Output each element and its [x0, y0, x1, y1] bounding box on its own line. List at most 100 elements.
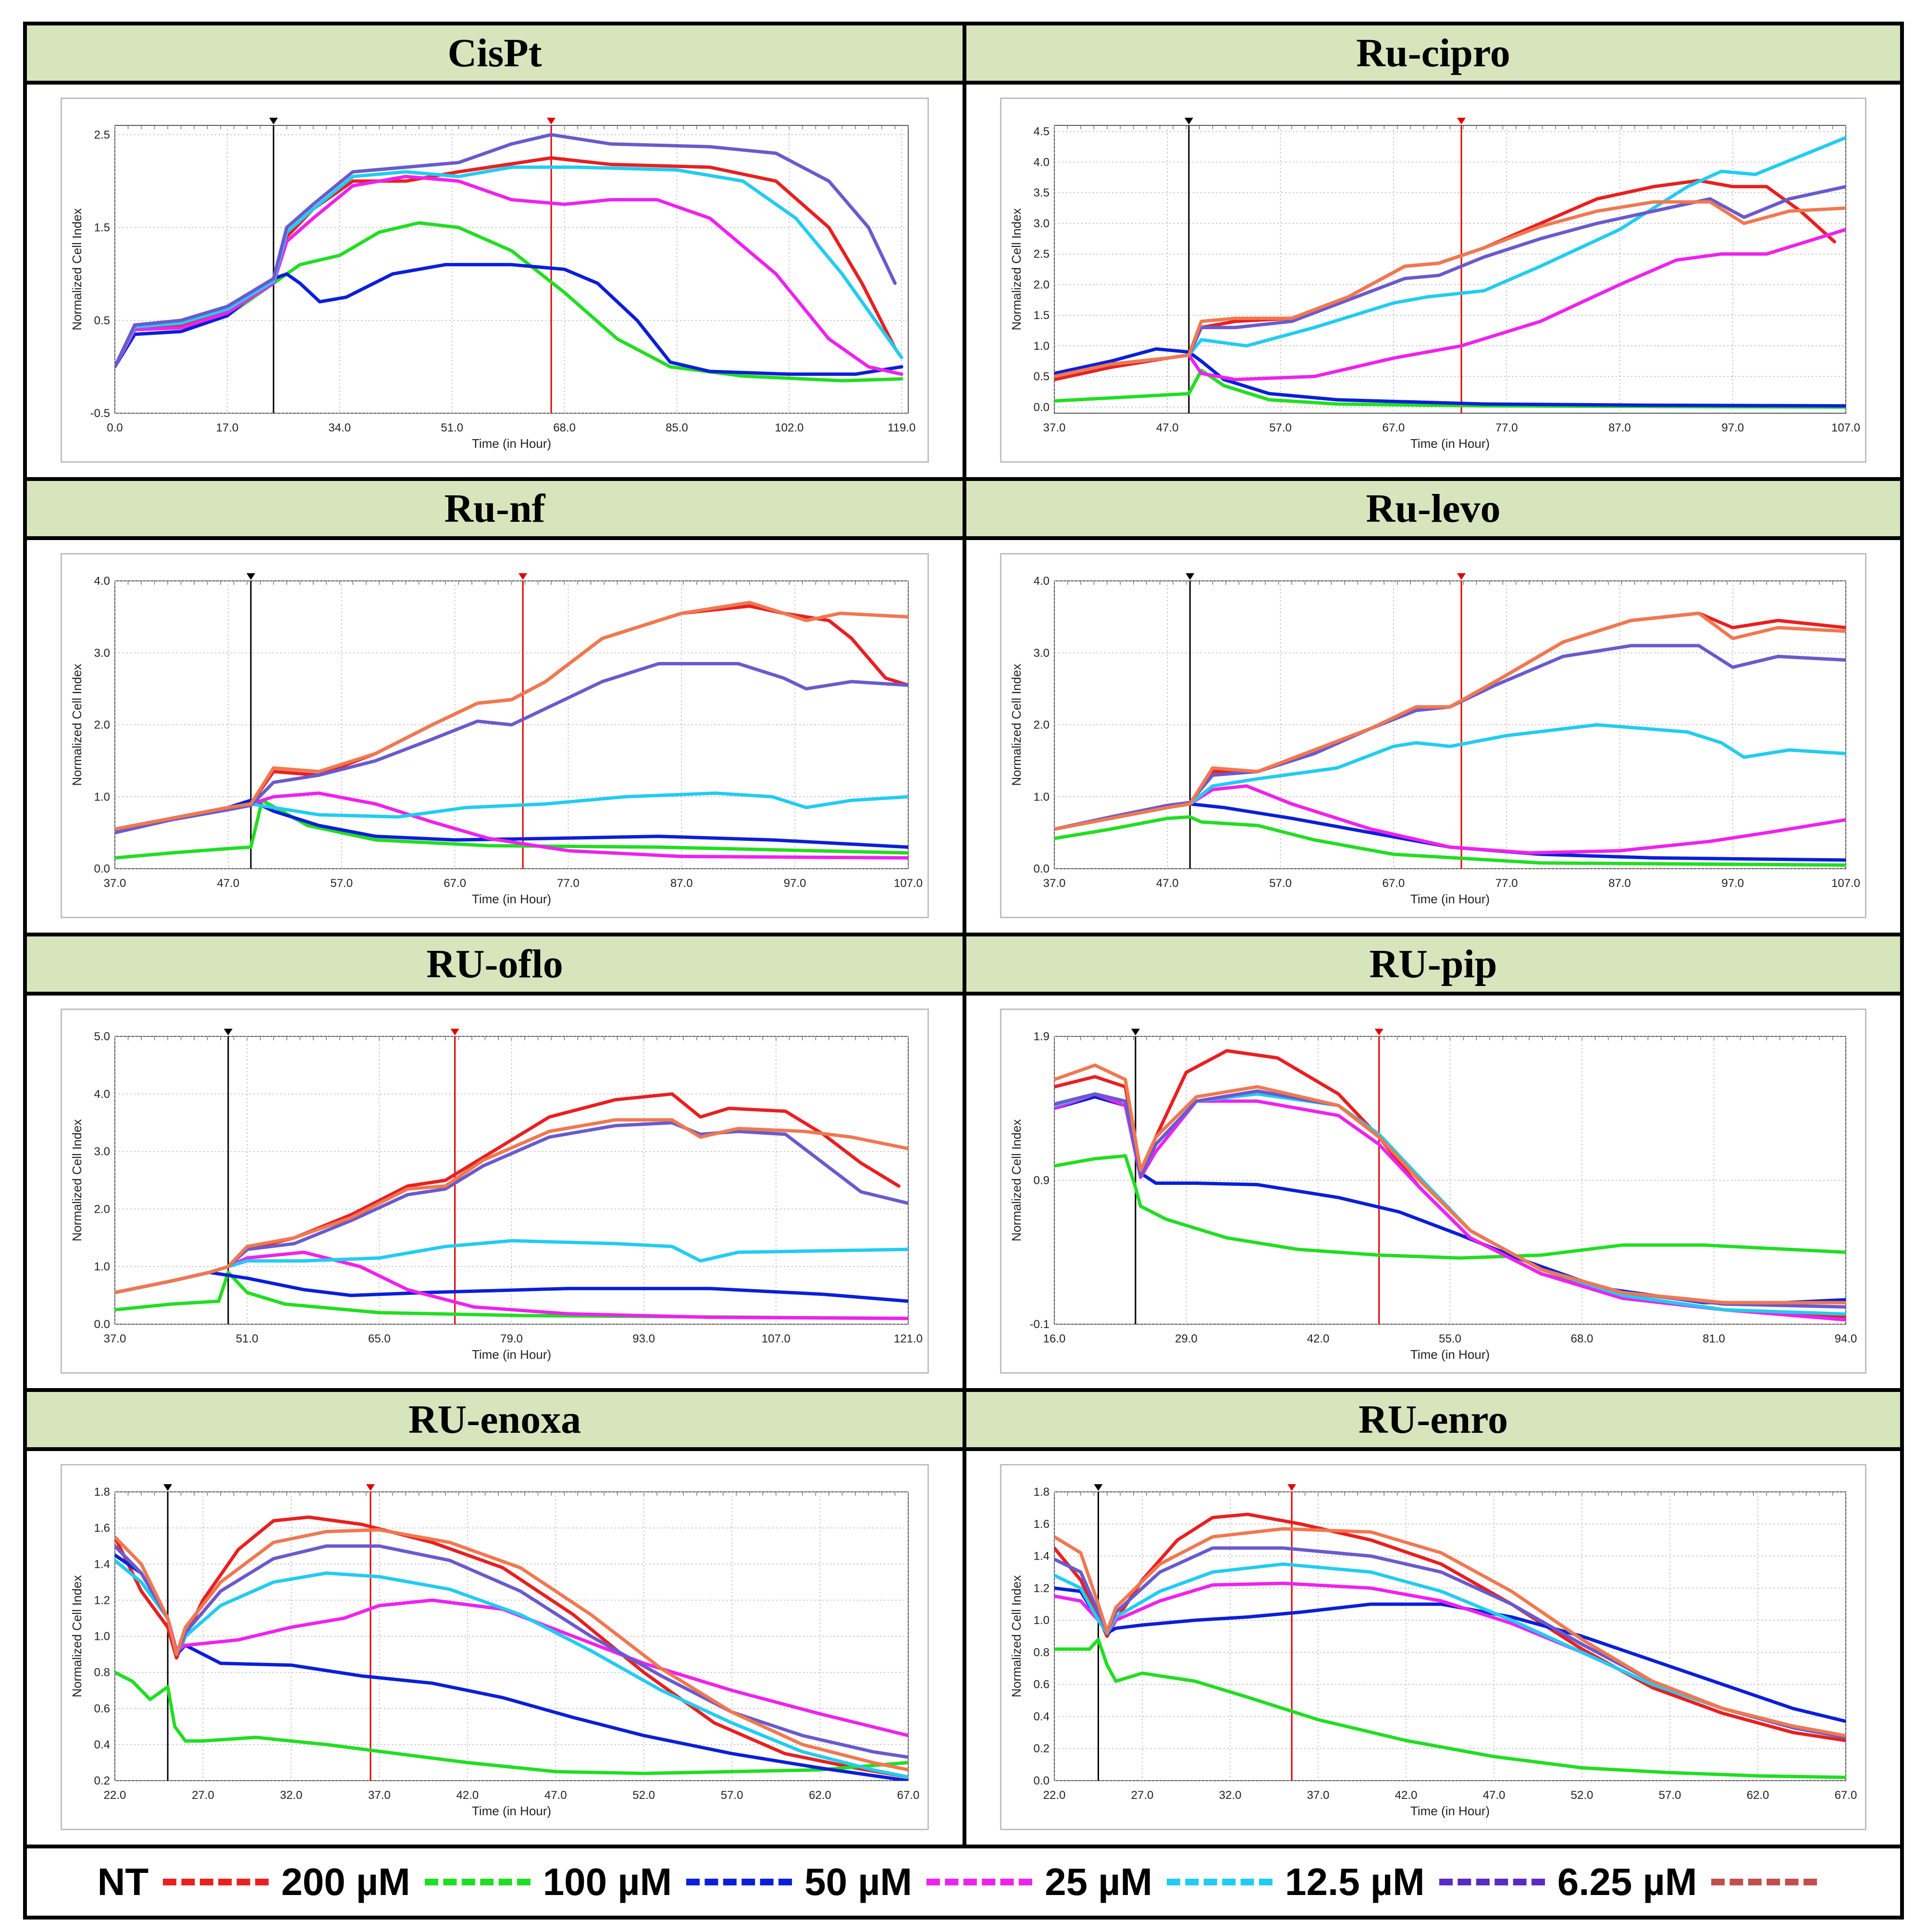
- line-chart: 22.0 27.0 32.0 37.0 42.0 47.0 52.0 57.0 62.0 67.0…: [70, 1484, 920, 1818]
- line-chart: 0.0 17.0 34.0 51.0 68.0 85.0 102.0 119.0 -0.5 0.5…: [70, 118, 915, 451]
- y-tick-label: 1.8: [94, 1486, 110, 1499]
- x-tick-label: 0.0: [107, 421, 123, 434]
- x-tick-label: 52.0: [632, 1789, 655, 1802]
- x-tick-label: 29.0: [1175, 1332, 1198, 1345]
- series-line: [115, 1528, 908, 1772]
- x-tick-label: 107.0: [762, 1332, 791, 1345]
- y-tick-label: 1.2: [94, 1594, 110, 1607]
- line-chart: 37.0 51.0 65.0 79.0 93.0 107.0 121.0 0.0 1.0 2.0 3…: [70, 1029, 923, 1362]
- y-tick-label: 1.8: [1034, 1486, 1050, 1499]
- panel-ru-enro: RU-enro 22.0 27.0 32.0 37.0 42.0 47.0 52.0 57.0…: [966, 1392, 1900, 1845]
- x-tick-label: 16.0: [1043, 1332, 1066, 1345]
- x-axis-label: Time (in Hour): [1410, 1804, 1490, 1818]
- panel-ru-cipro: Ru-cipro 37.0 47.0 57.0 67.0 77.0 87.0 97.0 107…: [966, 25, 1900, 477]
- line-chart: 16.0 29.0 42.0 55.0 68.0 81.0 94.0 -0.1 0.9 1.9 Ti…: [1009, 1029, 1857, 1362]
- x-tick-label: 107.0: [894, 877, 923, 890]
- y-tick-label: 1.4: [94, 1558, 110, 1571]
- x-axis-label: Time (in Hour): [472, 1347, 551, 1362]
- series-line: [115, 165, 903, 369]
- x-tick-label: 37.0: [1043, 877, 1066, 890]
- x-tick-label: 42.0: [1307, 1332, 1330, 1345]
- y-tick-label: 1.0: [94, 790, 110, 803]
- x-tick-label: 37.0: [104, 1332, 126, 1345]
- y-tick-label: 2.0: [1034, 278, 1050, 291]
- event-marker-triangle: [1094, 1484, 1103, 1491]
- x-tick-label: 87.0: [670, 877, 693, 890]
- legend-item: NT: [98, 1860, 282, 1904]
- y-tick-label: 2.5: [94, 128, 110, 141]
- legend-item: 100 µM: [543, 1860, 804, 1904]
- chart-area: 37.0 47.0 57.0 67.0 77.0 87.0 97.0 107.0 0.0 0.5 1…: [1000, 98, 1866, 463]
- legend-swatch: [1439, 1879, 1545, 1885]
- x-tick-label: 62.0: [1747, 1789, 1769, 1802]
- y-tick-label: 1.0: [1034, 790, 1050, 803]
- y-tick-label: 2.5: [1034, 248, 1050, 261]
- chart-area: 37.0 51.0 65.0 79.0 93.0 107.0 121.0 0.0 1.0 2.0 3…: [61, 1009, 929, 1374]
- plot-frame: [114, 125, 909, 414]
- event-marker-triangle: [547, 118, 556, 124]
- x-tick-label: 47.0: [1156, 421, 1179, 434]
- legend-swatch: [424, 1879, 531, 1885]
- y-tick-label: 5.0: [94, 1030, 110, 1043]
- plot-frame: [1054, 1491, 1846, 1781]
- y-axis-label: Normalized Cell Index: [1009, 664, 1024, 786]
- legend-swatch: [1711, 1879, 1817, 1885]
- panel-ru-enoxa: RU-enoxa 22.0 27.0 32.0 37.0 42.0 47.0 52.0 57.…: [27, 1392, 963, 1845]
- legend-item: 50 µM: [804, 1860, 1045, 1904]
- series-line: [115, 1671, 908, 1775]
- panel-cispt: CisPt 0.0 17.0 34.0 51.0 68.0 85.0 102.0 119.0 -…: [27, 25, 963, 477]
- series-line: [1054, 1637, 1846, 1779]
- series-line: [1054, 347, 1846, 408]
- x-tick-label: 77.0: [1495, 877, 1518, 890]
- x-tick-label: 97.0: [1721, 877, 1744, 890]
- x-axis-label: Time (in Hour): [472, 892, 551, 906]
- y-tick-label: -0.5: [90, 407, 110, 420]
- series-line: [1054, 611, 1846, 831]
- x-tick-label: 67.0: [897, 1789, 920, 1802]
- x-tick-label: 27.0: [192, 1789, 214, 1802]
- x-tick-label: 37.0: [1307, 1789, 1330, 1802]
- panel-ru-nf: Ru-nf 37.0 47.0 57.0 67.0 77.0 87.0 97.0 107.0 0…: [27, 481, 963, 933]
- x-tick-label: 57.0: [721, 1789, 743, 1802]
- y-axis-label: Normalized Cell Index: [70, 1575, 84, 1697]
- event-marker-triangle: [1374, 1029, 1383, 1035]
- x-tick-label: 47.0: [544, 1789, 567, 1802]
- event-marker-triangle: [519, 573, 528, 580]
- event-marker-triangle: [1186, 573, 1195, 580]
- x-tick-label: 57.0: [1269, 877, 1292, 890]
- legend-label: 50 µM: [804, 1860, 913, 1903]
- x-tick-label: 81.0: [1703, 1332, 1725, 1345]
- y-tick-label: 0.4: [1034, 1710, 1050, 1723]
- y-tick-label: 0.6: [94, 1702, 110, 1715]
- event-marker-triangle: [1457, 573, 1466, 580]
- legend-label: 200 µM: [281, 1860, 410, 1903]
- y-tick-label: 1.0: [1034, 340, 1050, 353]
- event-marker-triangle: [1131, 1029, 1140, 1035]
- y-tick-label: 0.0: [1034, 862, 1050, 875]
- y-tick-label: 0.2: [94, 1774, 110, 1787]
- x-tick-label: 67.0: [1835, 1789, 1857, 1802]
- y-tick-label: 3.0: [1034, 647, 1050, 660]
- event-marker-triangle: [366, 1484, 375, 1491]
- y-tick-label: 0.6: [1034, 1678, 1050, 1691]
- legend-swatch: [1167, 1879, 1273, 1885]
- x-tick-label: 87.0: [1608, 877, 1631, 890]
- chart-area: 22.0 27.0 32.0 37.0 42.0 47.0 52.0 57.0 62.0 67.0…: [1000, 1464, 1866, 1830]
- y-tick-label: 3.0: [94, 647, 110, 660]
- panel-title: RU-pip: [966, 936, 1900, 996]
- x-tick-label: 87.0: [1608, 421, 1631, 434]
- y-tick-label: 4.0: [1034, 156, 1050, 169]
- chart-grid: CisPt 0.0 17.0 34.0 51.0 68.0 85.0 102.0 119.0 -…: [23, 22, 1904, 1848]
- y-tick-label: 0.4: [94, 1738, 110, 1751]
- y-tick-label: 3.0: [94, 1145, 110, 1158]
- y-tick-label: 3.0: [1034, 217, 1050, 230]
- x-tick-label: 67.0: [1382, 877, 1405, 890]
- panel-title: CisPt: [27, 25, 963, 85]
- series-line: [115, 601, 908, 831]
- series-line: [115, 174, 903, 376]
- series-line: [115, 156, 897, 369]
- y-tick-label: 1.6: [94, 1522, 110, 1535]
- series-line: [1054, 200, 1846, 378]
- y-tick-label: 0.2: [1034, 1742, 1050, 1755]
- series-line: [115, 1118, 908, 1294]
